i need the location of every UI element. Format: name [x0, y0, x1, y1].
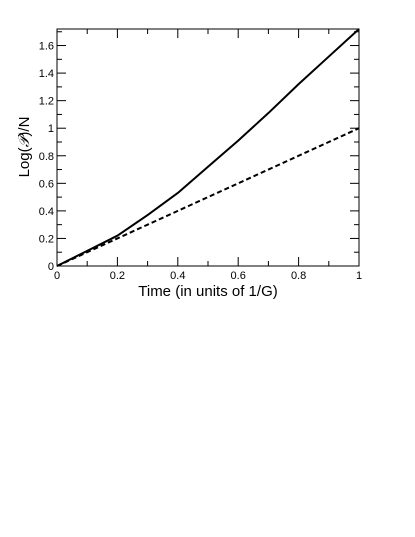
- plot-frame: [56, 28, 360, 267]
- y-tick-label: 1: [48, 123, 54, 135]
- axis-ticks: [56, 29, 360, 267]
- x-axis-label: Time (in units of 1/G): [138, 283, 277, 300]
- series-group: [56, 28, 360, 267]
- x-tick-label: 0.4: [170, 270, 185, 282]
- y-tick-label: 1.2: [39, 96, 54, 108]
- x-tick-label: 0.8: [291, 270, 306, 282]
- series-line-solid: [56, 28, 360, 267]
- y-tick-label: 1.6: [39, 41, 54, 53]
- x-tick-label: 0.2: [110, 270, 125, 282]
- y-axis-label: Log(𝒫)/N: [15, 117, 33, 178]
- tick-labels: 0 0.2 0.4 0.6 0.8 1 0 0.2 0.4 0.6 0.8 1 1.2 1.4 1.6: [39, 41, 362, 282]
- y-tick-label: 0.4: [39, 206, 54, 218]
- x-tick-label: 1: [356, 270, 362, 282]
- y-axis-label-suffix: )/N: [16, 117, 33, 137]
- x-tick-label: 0.6: [231, 270, 246, 282]
- y-tick-label: 0.6: [39, 178, 54, 190]
- x-tick-label: 0: [54, 270, 60, 282]
- y-tick-label: 1.4: [39, 68, 54, 80]
- y-axis-label-prefix: Log(: [16, 147, 33, 177]
- y-tick-label: 0.8: [39, 151, 54, 163]
- series-line-dashed: [56, 127, 360, 267]
- y-tick-label: 0: [48, 261, 54, 273]
- y-tick-label: 0.2: [39, 233, 54, 245]
